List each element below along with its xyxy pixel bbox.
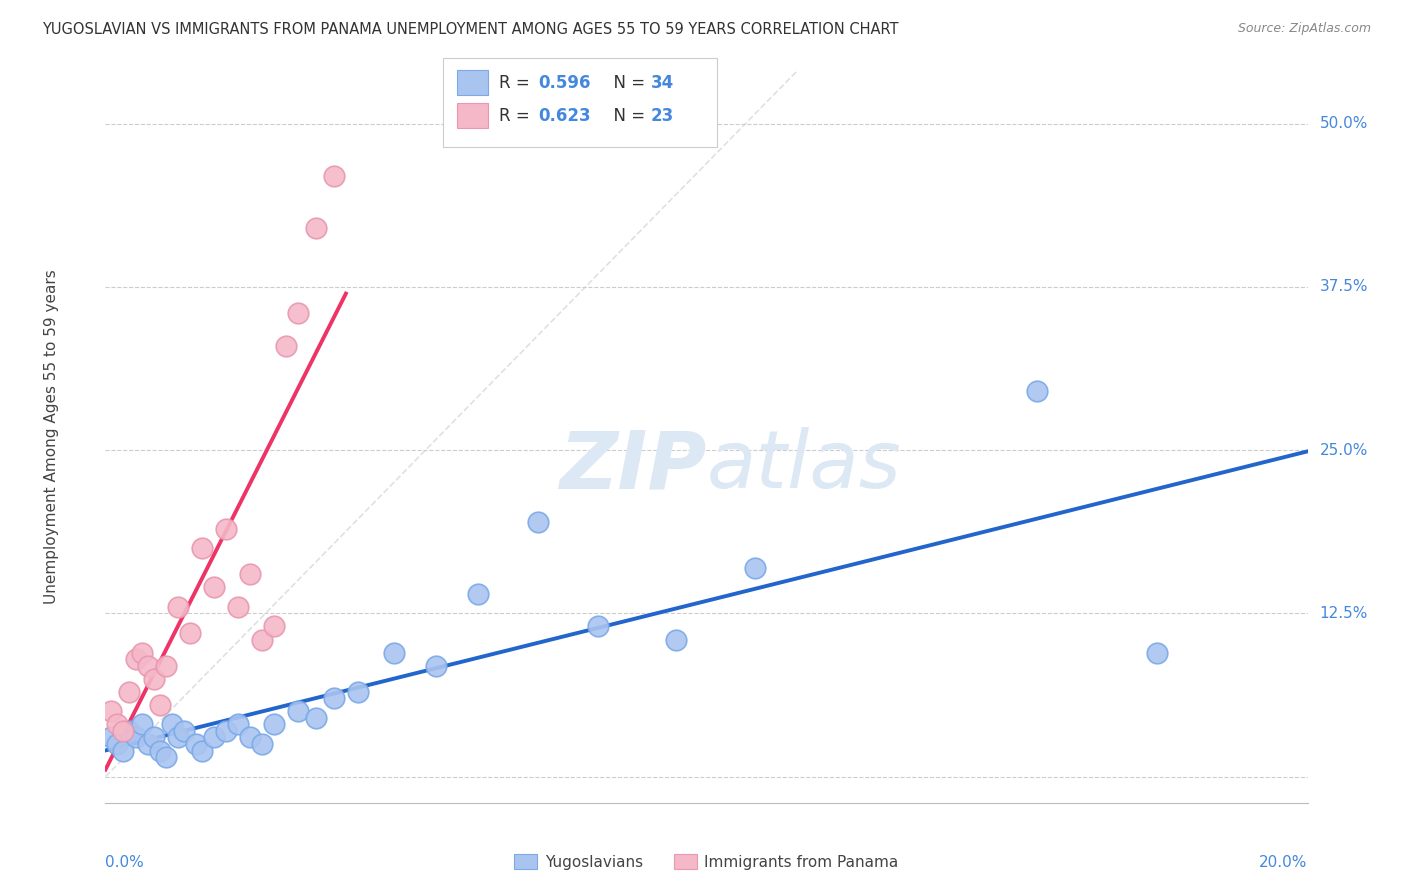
Point <box>190 743 212 757</box>
Text: 20.0%: 20.0% <box>1260 855 1308 870</box>
Point <box>173 723 195 738</box>
Point <box>118 685 141 699</box>
Point <box>202 580 225 594</box>
Point <box>250 632 273 647</box>
Point <box>239 731 262 745</box>
Point <box>166 599 188 614</box>
Text: 12.5%: 12.5% <box>1320 606 1368 621</box>
Point <box>107 737 129 751</box>
Point <box>467 587 489 601</box>
Point <box>305 711 328 725</box>
Text: ZIP: ZIP <box>560 427 707 506</box>
Text: R =: R = <box>499 74 536 92</box>
Text: N =: N = <box>603 74 651 92</box>
Point <box>347 685 370 699</box>
Point <box>107 717 129 731</box>
Point <box>118 723 141 738</box>
Point <box>136 658 159 673</box>
Point <box>263 717 285 731</box>
Point <box>214 521 236 535</box>
Text: 25.0%: 25.0% <box>1320 442 1368 458</box>
Point <box>148 743 170 757</box>
Point <box>250 737 273 751</box>
Point <box>179 626 201 640</box>
Point <box>239 567 262 582</box>
Text: 34: 34 <box>651 74 675 92</box>
Point <box>136 737 159 751</box>
Text: 0.623: 0.623 <box>538 107 591 125</box>
Point <box>287 705 309 719</box>
Point <box>124 731 146 745</box>
Point <box>263 619 285 633</box>
Point <box>322 169 344 183</box>
Point <box>527 515 550 529</box>
Point <box>226 717 249 731</box>
Point <box>1026 384 1049 399</box>
Point <box>214 723 236 738</box>
Point <box>1146 646 1168 660</box>
Point <box>112 743 135 757</box>
Text: atlas: atlas <box>707 427 901 506</box>
Text: 0.596: 0.596 <box>538 74 591 92</box>
Text: Unemployment Among Ages 55 to 59 years: Unemployment Among Ages 55 to 59 years <box>44 269 59 605</box>
Point <box>131 717 153 731</box>
Text: 50.0%: 50.0% <box>1320 116 1368 131</box>
Point <box>425 658 447 673</box>
Point <box>142 731 165 745</box>
Point <box>166 731 188 745</box>
Text: R =: R = <box>499 107 536 125</box>
Point <box>744 560 766 574</box>
Point <box>124 652 146 666</box>
Point <box>190 541 212 555</box>
Text: 23: 23 <box>651 107 675 125</box>
Point <box>148 698 170 712</box>
Point <box>100 705 122 719</box>
Point <box>160 717 183 731</box>
Point <box>202 731 225 745</box>
Text: Source: ZipAtlas.com: Source: ZipAtlas.com <box>1237 22 1371 36</box>
Point <box>305 221 328 235</box>
Text: 0.0%: 0.0% <box>105 855 145 870</box>
Point <box>287 306 309 320</box>
Text: N =: N = <box>603 107 651 125</box>
Point <box>131 646 153 660</box>
Text: 37.5%: 37.5% <box>1320 279 1368 294</box>
Point <box>142 672 165 686</box>
Text: YUGOSLAVIAN VS IMMIGRANTS FROM PANAMA UNEMPLOYMENT AMONG AGES 55 TO 59 YEARS COR: YUGOSLAVIAN VS IMMIGRANTS FROM PANAMA UN… <box>42 22 898 37</box>
Point <box>322 691 344 706</box>
Point <box>155 750 177 764</box>
Point <box>665 632 688 647</box>
Point <box>184 737 207 751</box>
Point <box>112 723 135 738</box>
Point <box>274 339 297 353</box>
Point <box>382 646 405 660</box>
Point <box>588 619 610 633</box>
Legend: Yugoslavians, Immigrants from Panama: Yugoslavians, Immigrants from Panama <box>509 847 904 876</box>
Point <box>100 731 122 745</box>
Point <box>155 658 177 673</box>
Point <box>226 599 249 614</box>
